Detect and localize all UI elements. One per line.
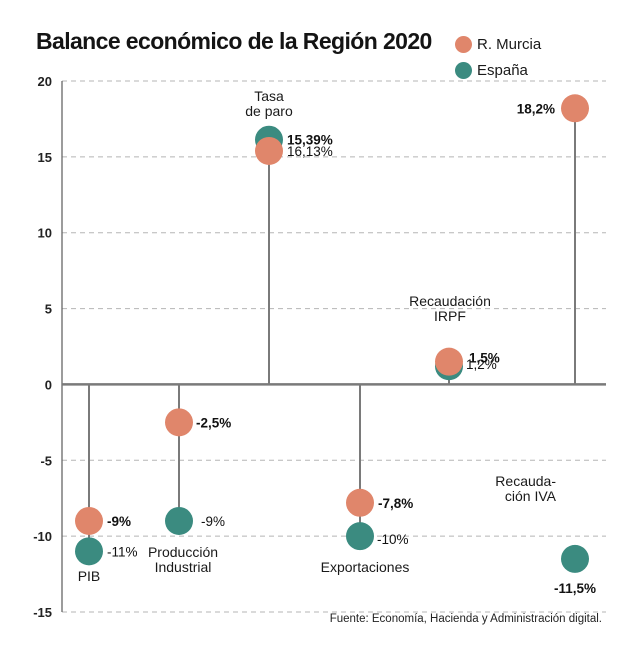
- y-tick-label: 20: [38, 74, 52, 89]
- y-tick-label: -5: [40, 453, 52, 468]
- y-tick-label: 0: [45, 377, 52, 392]
- y-tick-label: 10: [38, 226, 52, 241]
- chart-title: Balance económico de la Región 2020: [36, 28, 432, 54]
- legend-label-murcia: R. Murcia: [477, 35, 542, 53]
- category-label: Exportaciones: [321, 559, 410, 575]
- category-label: de paro: [245, 103, 293, 119]
- category-label: Recauda-: [495, 473, 556, 489]
- value-label-espana: -10%: [377, 532, 409, 547]
- point-murcia: [75, 506, 103, 535]
- point-espana: [561, 544, 589, 573]
- point-murcia: [255, 136, 283, 165]
- value-label-murcia: -9%: [107, 514, 131, 529]
- category-label: Industrial: [155, 559, 212, 575]
- point-espana: [346, 522, 374, 551]
- point-murcia: [165, 408, 193, 437]
- y-tick-label: -10: [33, 529, 52, 544]
- category-label: PIB: [78, 568, 101, 584]
- legend-item-murcia: R. Murcia: [455, 31, 541, 57]
- y-tick-label: 5: [45, 302, 52, 317]
- legend-item-espana: España: [455, 57, 541, 83]
- value-label-espana: -11%: [107, 544, 138, 559]
- y-tick-label: 15: [38, 150, 52, 165]
- y-tick-label: -15: [33, 605, 52, 620]
- value-label-espana: 1,2%: [466, 357, 497, 372]
- point-murcia: [435, 347, 463, 376]
- legend: R. Murcia España: [455, 31, 541, 83]
- legend-swatch-espana: [455, 61, 472, 79]
- point-espana: [75, 537, 103, 566]
- value-label-espana: -11,5%: [554, 581, 596, 596]
- value-label-murcia: -7,8%: [378, 496, 413, 511]
- point-murcia: [561, 94, 589, 123]
- value-label-murcia: 18,2%: [517, 101, 555, 116]
- category-label: Recaudación: [409, 293, 491, 309]
- category-label: Producción: [148, 544, 218, 560]
- value-label-espana: -9%: [201, 514, 225, 529]
- value-label-murcia: -2,5%: [196, 415, 231, 430]
- category-label: Tasa: [254, 88, 284, 104]
- value-label-murcia: 15,39%: [287, 133, 333, 148]
- source-note: Fuente: Economía, Hacienda y Administrac…: [329, 613, 602, 625]
- category-label: ción IVA: [505, 488, 557, 504]
- legend-swatch-murcia: [455, 35, 472, 53]
- point-murcia: [346, 488, 374, 517]
- point-espana: [165, 506, 193, 535]
- category-label: IRPF: [434, 308, 466, 324]
- legend-label-espana: España: [477, 61, 528, 79]
- value-label-espana: 16,13%: [287, 144, 333, 159]
- value-label-murcia: 1,5%: [469, 351, 500, 366]
